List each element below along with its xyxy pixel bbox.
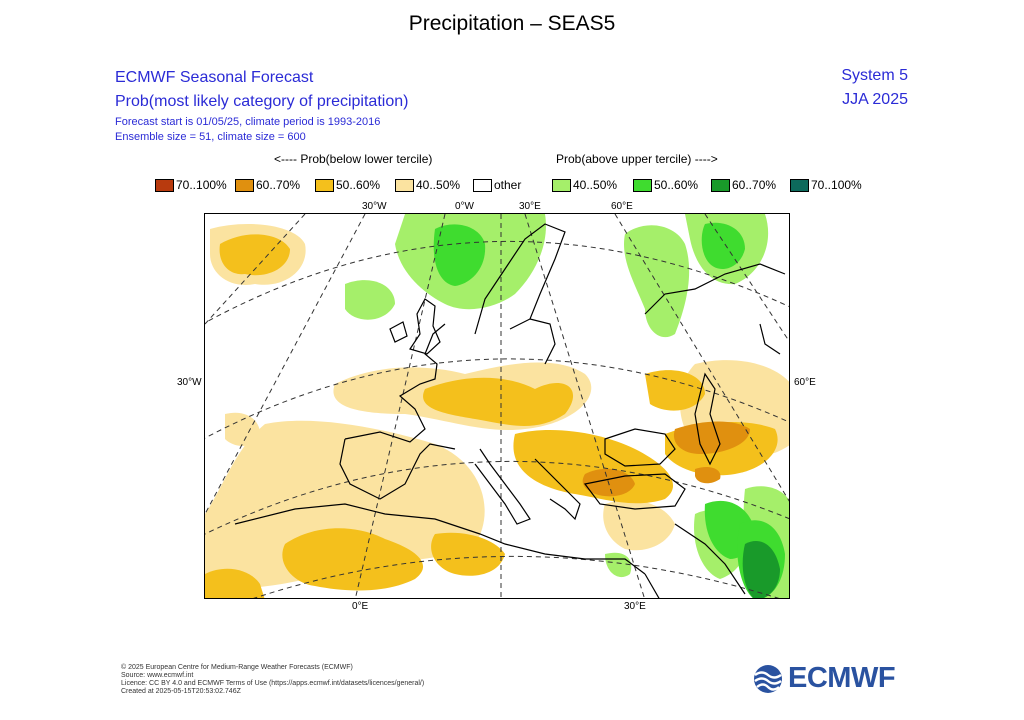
lat-label-left: 30°W xyxy=(177,377,202,388)
forecast-name: ECMWF Seasonal Forecast xyxy=(115,69,314,86)
legend-swatch xyxy=(235,178,254,192)
lon-label-bottom: 0°E xyxy=(352,601,369,612)
legend-swatch xyxy=(711,178,730,192)
lon-label-bottom: 30°E xyxy=(624,601,646,612)
footer-created: Created at 2025-05-15T20:53:02.746Z xyxy=(121,688,241,695)
legend-item: 60..70% xyxy=(711,178,776,192)
ensemble-size: Ensemble size = 51, climate size = 600 xyxy=(115,131,306,143)
legend-item: 50..60% xyxy=(315,178,380,192)
footer-licence: Licence: CC BY 4.0 and ECMWF Terms of Us… xyxy=(121,680,425,687)
forecast-map xyxy=(204,213,790,599)
legend-item: 70..100% xyxy=(155,178,227,192)
legend-item: other xyxy=(473,178,521,192)
lon-label-top: 0°W xyxy=(455,201,474,212)
forecast-start: Forecast start is 01/05/25, climate peri… xyxy=(115,116,381,128)
coastlines xyxy=(234,223,786,598)
legend-item: 60..70% xyxy=(235,178,300,192)
legend-swatch xyxy=(473,178,492,192)
legend-item: 40..50% xyxy=(395,178,460,192)
legend-swatch xyxy=(395,178,414,192)
lon-label-top: 30°W xyxy=(362,201,387,212)
legend-above-label: Prob(above upper tercile) ----> xyxy=(556,152,718,166)
lon-label-top: 60°E xyxy=(611,201,633,212)
legend-item: 70..100% xyxy=(790,178,862,192)
season-label: JJA 2025 xyxy=(842,91,908,108)
legend-swatch xyxy=(552,178,571,192)
above-60-70-region xyxy=(742,541,780,598)
legend-below-label: <---- Prob(below lower tercile) xyxy=(274,152,433,166)
forecast-variable: Prob(most likely category of precipitati… xyxy=(115,93,409,110)
system-label: System 5 xyxy=(841,67,908,84)
footer-copyright: © 2025 European Centre for Medium-Range … xyxy=(121,664,353,671)
footer-source: Source: www.ecmwf.int xyxy=(121,672,194,679)
legend-swatch xyxy=(790,178,809,192)
lon-label-top: 30°E xyxy=(519,201,541,212)
page-title: Precipitation – SEAS5 xyxy=(408,12,616,35)
ecmwf-logo-text: ECMWF xyxy=(788,662,896,694)
forecast-map-svg xyxy=(205,214,789,598)
legend-swatch xyxy=(155,178,174,192)
ecmwf-logo-icon xyxy=(751,664,785,699)
lat-label-right: 60°E xyxy=(794,377,816,388)
graticule xyxy=(205,214,789,598)
legend-item: 40..50% xyxy=(552,178,617,192)
legend-item: 50..60% xyxy=(633,178,698,192)
legend-swatch xyxy=(315,178,334,192)
legend-swatch xyxy=(633,178,652,192)
